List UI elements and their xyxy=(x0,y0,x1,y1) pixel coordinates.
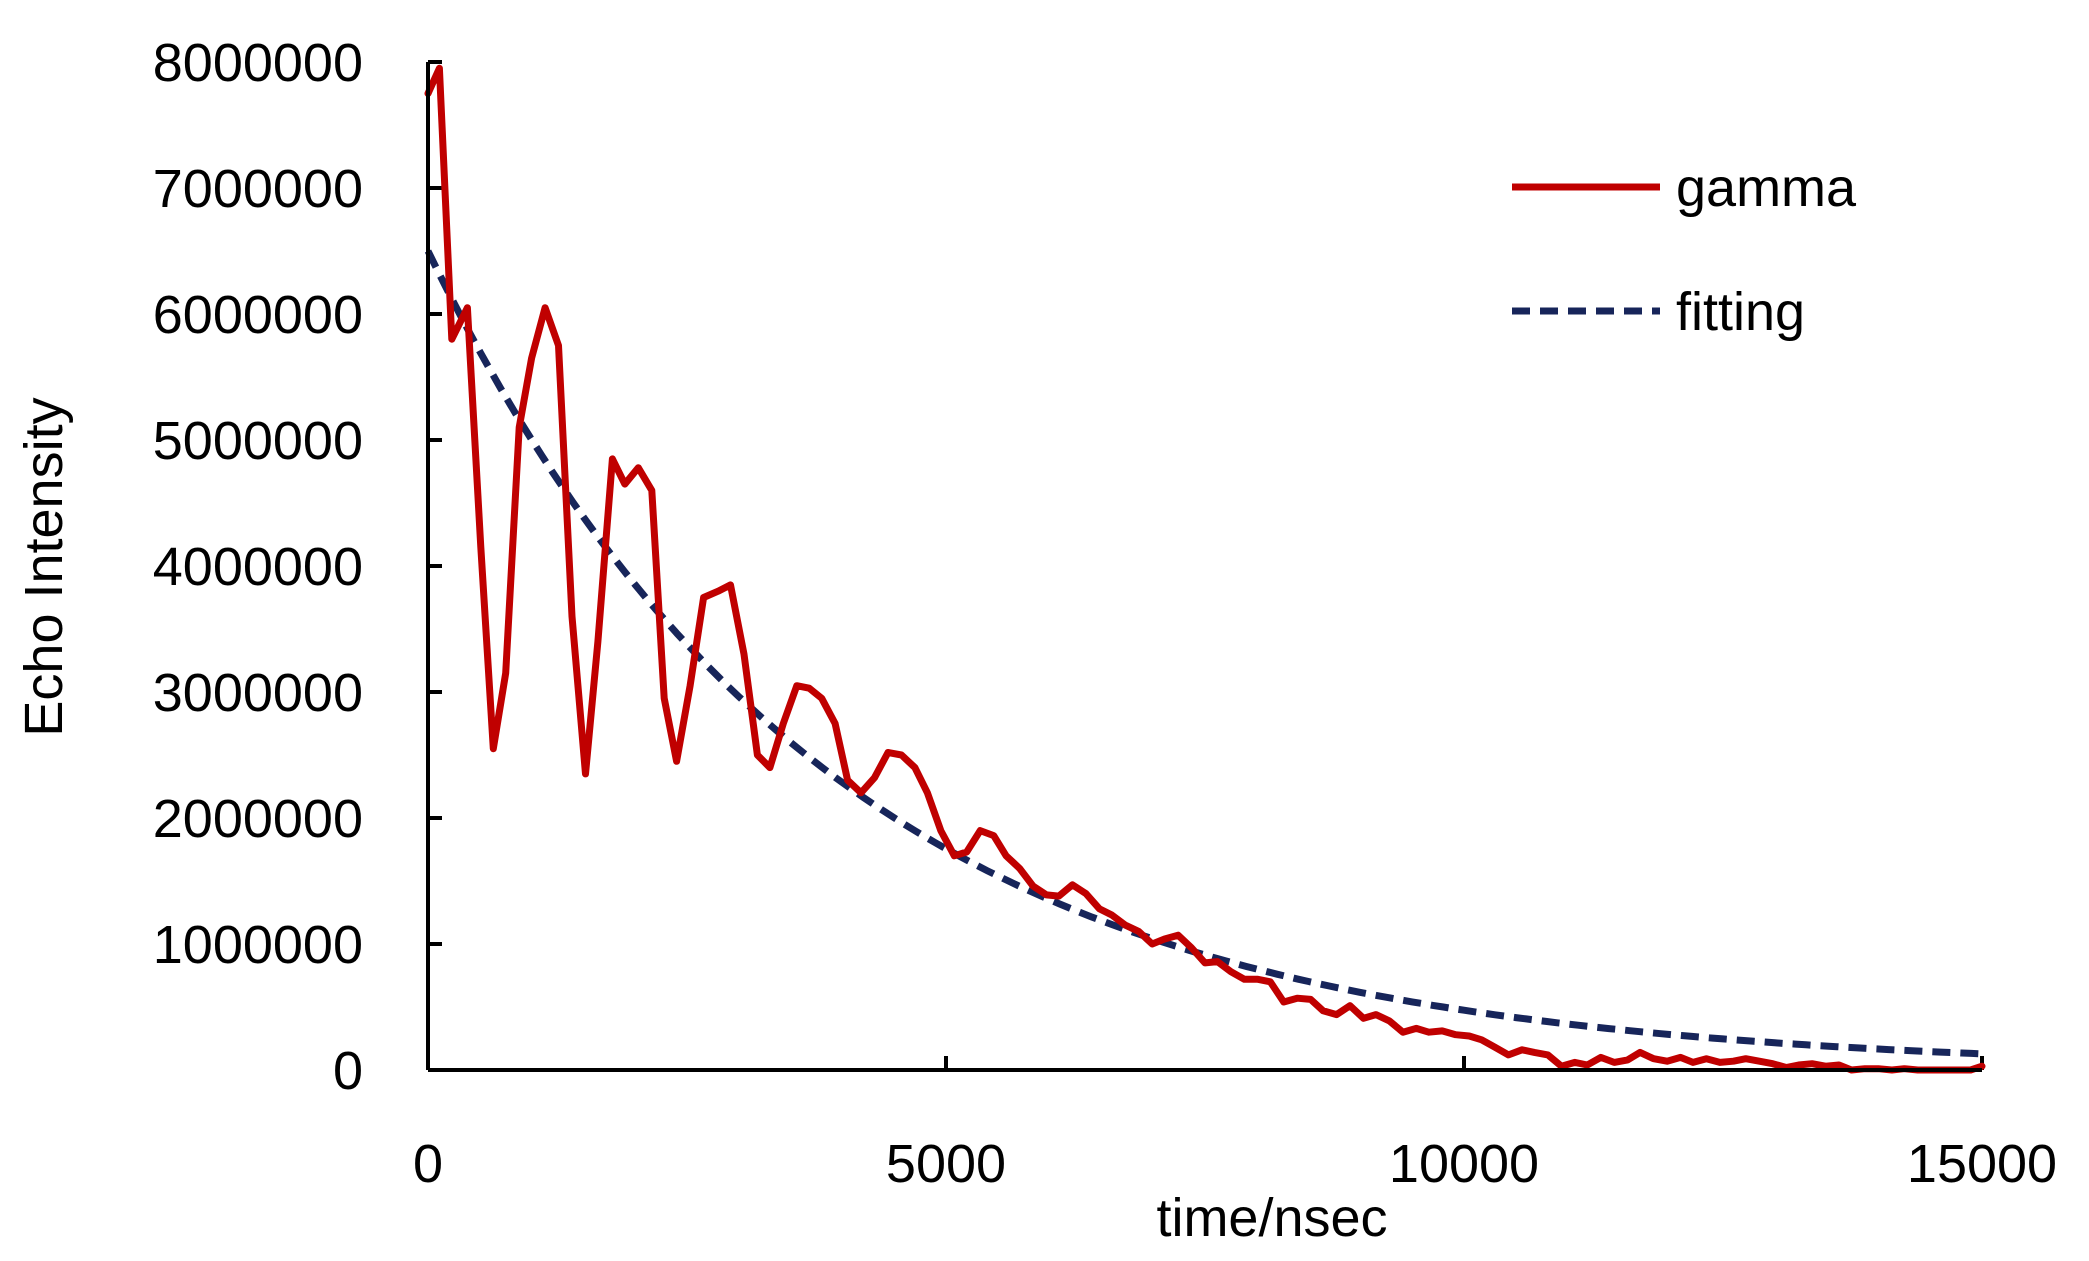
y-tick-label: 2000000 xyxy=(153,789,363,849)
x-axis-ticks: 0 5000 10000 15000 xyxy=(413,1056,2057,1194)
legend-label-fitting: fitting xyxy=(1676,282,1805,342)
series-layer xyxy=(424,64,1986,1074)
x-tick-label: 5000 xyxy=(886,1134,1006,1194)
x-tick-label: 0 xyxy=(413,1134,443,1194)
y-tick-label: 5000000 xyxy=(153,411,363,471)
x-tick-label: 15000 xyxy=(1907,1134,2057,1194)
y-tick-label: 6000000 xyxy=(153,285,363,345)
y-tick-label: 3000000 xyxy=(153,663,363,723)
y-tick-label: 4000000 xyxy=(153,537,363,597)
y-tick-label: 1000000 xyxy=(153,915,363,975)
y-tick-label: 7000000 xyxy=(153,159,363,219)
series-line-fitting xyxy=(424,249,1983,1058)
y-tick-label: 8000000 xyxy=(153,33,363,93)
y-axis-title: Echo Intensity xyxy=(14,397,74,736)
legend-label-gamma: gamma xyxy=(1676,158,1857,218)
y-tick-label: 0 xyxy=(333,1041,363,1101)
x-tick-label: 10000 xyxy=(1389,1134,1539,1194)
series-line-gamma xyxy=(424,64,1986,1074)
x-axis-title: time/nsec xyxy=(1156,1188,1387,1248)
legend: gamma fitting xyxy=(1512,158,1857,342)
y-axis-ticks: 0 1000000 2000000 3000000 4000000 5000000 6000… xyxy=(153,33,442,1101)
